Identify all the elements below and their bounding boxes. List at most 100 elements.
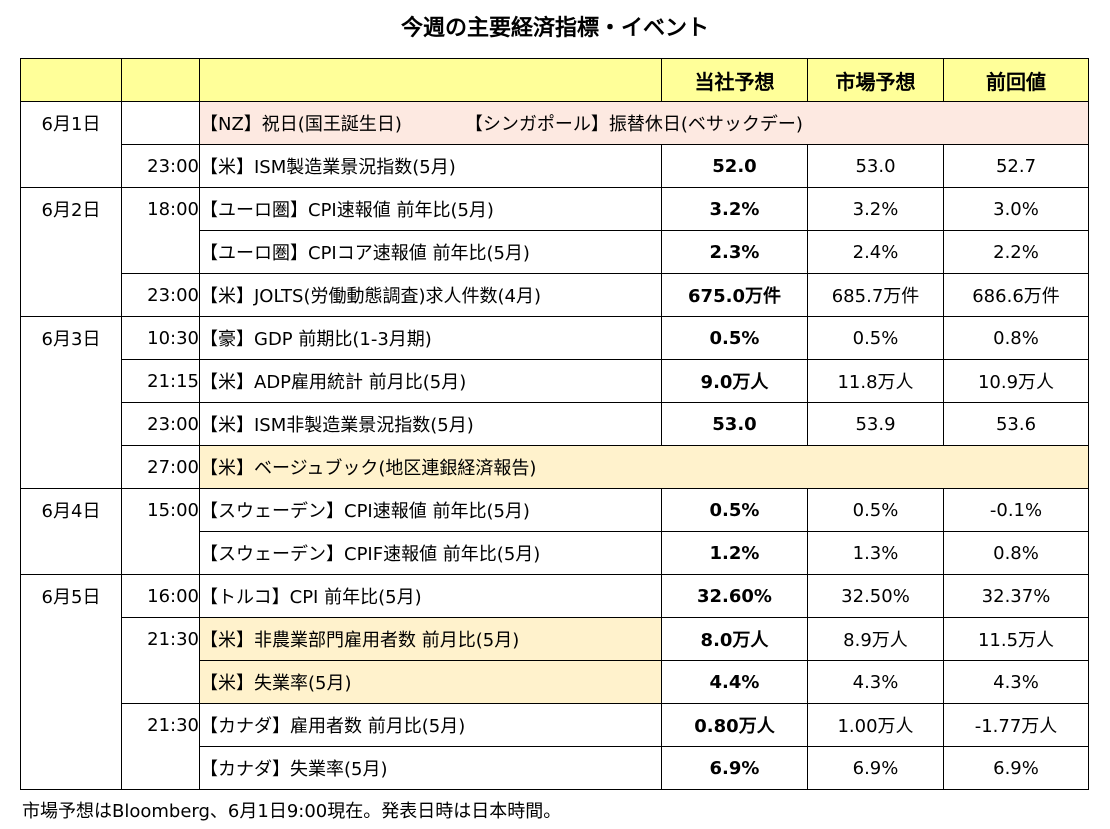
date-cell <box>20 531 122 575</box>
date-cell: 6月5日 <box>20 574 122 618</box>
holiday-event-cell: 【NZ】祝日(国王誕生日) 【シンガポール】振替休日(ベサックデー) <box>199 101 1089 145</box>
table-row: 6月5日 16:00 【トルコ】CPI 前年比(5月) 32.60% 32.50… <box>20 574 1089 618</box>
previous-value-cell: 11.5万人 <box>943 617 1089 661</box>
company-forecast-cell: 32.60% <box>661 574 808 618</box>
company-forecast-cell: 52.0 <box>661 144 808 188</box>
table-row: 【スウェーデン】CPIF速報値 前年比(5月) 1.2% 1.3% 0.8% <box>20 531 1089 575</box>
market-forecast-cell: 0.5% <box>807 316 944 360</box>
time-cell: 21:15 <box>121 359 200 403</box>
date-cell <box>20 402 122 446</box>
table-row: 21:15 【米】ADP雇用統計 前月比(5月) 9.0万人 11.8万人 10… <box>20 359 1089 403</box>
previous-value-cell: 0.8% <box>943 316 1089 360</box>
previous-value-cell: 53.6 <box>943 402 1089 446</box>
date-cell <box>20 703 122 747</box>
header-company-forecast: 当社予想 <box>661 58 808 102</box>
market-forecast-cell: 685.7万件 <box>807 273 944 317</box>
market-forecast-cell: 32.50% <box>807 574 944 618</box>
market-forecast-cell: 0.5% <box>807 488 944 532</box>
table-row: 【カナダ】失業率(5月) 6.9% 6.9% 6.9% <box>20 746 1089 790</box>
previous-value-cell: 10.9万人 <box>943 359 1089 403</box>
previous-value-cell: 4.3% <box>943 660 1089 704</box>
time-cell: 23:00 <box>121 402 200 446</box>
previous-value-cell: -1.77万人 <box>943 703 1089 747</box>
header-previous: 前回値 <box>943 58 1089 102</box>
company-forecast-cell: 0.5% <box>661 488 808 532</box>
event-cell: 【豪】GDP 前期比(1-3月期) <box>199 316 662 360</box>
time-cell: 21:30 <box>121 703 200 747</box>
date-cell <box>20 746 122 790</box>
market-forecast-cell: 11.8万人 <box>807 359 944 403</box>
market-forecast-cell: 53.9 <box>807 402 944 446</box>
table-row: 23:00 【米】ISM製造業景況指数(5月) 52.0 53.0 52.7 <box>20 144 1089 188</box>
date-cell: 6月4日 <box>20 488 122 532</box>
company-forecast-cell: 4.4% <box>661 660 808 704</box>
time-cell <box>121 101 200 145</box>
previous-value-cell: 0.8% <box>943 531 1089 575</box>
date-cell <box>20 617 122 661</box>
event-cell: 【米】非農業部門雇用者数 前月比(5月) <box>199 617 662 661</box>
date-cell <box>20 359 122 403</box>
table-header-row: 当社予想 市場予想 前回値 <box>20 58 1089 102</box>
company-forecast-cell: 0.5% <box>661 316 808 360</box>
header-event-cell <box>199 58 662 102</box>
beige-book-event-cell: 【米】ベージュブック(地区連銀経済報告) <box>199 445 1089 489</box>
table-row: 21:30 【カナダ】雇用者数 前月比(5月) 0.80万人 1.00万人 -1… <box>20 703 1089 747</box>
company-forecast-cell: 0.80万人 <box>661 703 808 747</box>
market-forecast-cell: 53.0 <box>807 144 944 188</box>
market-forecast-cell: 4.3% <box>807 660 944 704</box>
time-cell <box>121 660 200 704</box>
table-row: 6月1日 【NZ】祝日(国王誕生日) 【シンガポール】振替休日(ベサックデー) <box>20 101 1089 145</box>
previous-value-cell: 3.0% <box>943 187 1089 231</box>
company-forecast-cell: 9.0万人 <box>661 359 808 403</box>
event-cell: 【ユーロ圏】CPI速報値 前年比(5月) <box>199 187 662 231</box>
market-forecast-cell: 1.00万人 <box>807 703 944 747</box>
company-forecast-cell: 8.0万人 <box>661 617 808 661</box>
market-forecast-cell: 6.9% <box>807 746 944 790</box>
event-cell: 【米】ADP雇用統計 前月比(5月) <box>199 359 662 403</box>
header-market-forecast: 市場予想 <box>807 58 944 102</box>
date-cell: 6月3日 <box>20 316 122 360</box>
company-forecast-cell: 6.9% <box>661 746 808 790</box>
header-time-cell <box>121 58 200 102</box>
previous-value-cell: 686.6万件 <box>943 273 1089 317</box>
company-forecast-cell: 1.2% <box>661 531 808 575</box>
event-cell: 【スウェーデン】CPI速報値 前年比(5月) <box>199 488 662 532</box>
event-cell: 【トルコ】CPI 前年比(5月) <box>199 574 662 618</box>
event-cell: 【米】JOLTS(労働動態調査)求人件数(4月) <box>199 273 662 317</box>
page-title: 今週の主要経済指標・イベント <box>400 16 709 41</box>
date-cell <box>20 445 122 489</box>
previous-value-cell: 2.2% <box>943 230 1089 274</box>
company-forecast-cell: 2.3% <box>661 230 808 274</box>
time-cell: 21:30 <box>121 617 200 661</box>
event-cell: 【米】失業率(5月) <box>199 660 662 704</box>
table-row: 6月3日 10:30 【豪】GDP 前期比(1-3月期) 0.5% 0.5% 0… <box>20 316 1089 360</box>
table-row: 【米】失業率(5月) 4.4% 4.3% 4.3% <box>20 660 1089 704</box>
time-cell: 15:00 <box>121 488 200 532</box>
header-date-cell <box>20 58 122 102</box>
time-cell <box>121 531 200 575</box>
table-row: 【ユーロ圏】CPIコア速報値 前年比(5月) 2.3% 2.4% 2.2% <box>20 230 1089 274</box>
footnote: 市場予想はBloomberg、6月1日9:00現在。発表日時は日本時間。 <box>22 801 562 822</box>
date-cell: 6月1日 <box>20 101 122 145</box>
date-cell <box>20 660 122 704</box>
previous-value-cell: 6.9% <box>943 746 1089 790</box>
time-cell: 23:00 <box>121 144 200 188</box>
event-cell: 【カナダ】雇用者数 前月比(5月) <box>199 703 662 747</box>
time-cell: 23:00 <box>121 273 200 317</box>
date-cell <box>20 273 122 317</box>
market-forecast-cell: 8.9万人 <box>807 617 944 661</box>
event-cell: 【米】ISM製造業景況指数(5月) <box>199 144 662 188</box>
company-forecast-cell: 675.0万件 <box>661 273 808 317</box>
previous-value-cell: -0.1% <box>943 488 1089 532</box>
time-cell: 10:30 <box>121 316 200 360</box>
time-cell: 18:00 <box>121 187 200 231</box>
date-cell <box>20 230 122 274</box>
date-cell <box>20 144 122 188</box>
time-cell <box>121 230 200 274</box>
market-forecast-cell: 1.3% <box>807 531 944 575</box>
market-forecast-cell: 3.2% <box>807 187 944 231</box>
table-row: 6月4日 15:00 【スウェーデン】CPI速報値 前年比(5月) 0.5% 0… <box>20 488 1089 532</box>
event-cell: 【米】ISM非製造業景況指数(5月) <box>199 402 662 446</box>
time-cell <box>121 746 200 790</box>
previous-value-cell: 52.7 <box>943 144 1089 188</box>
